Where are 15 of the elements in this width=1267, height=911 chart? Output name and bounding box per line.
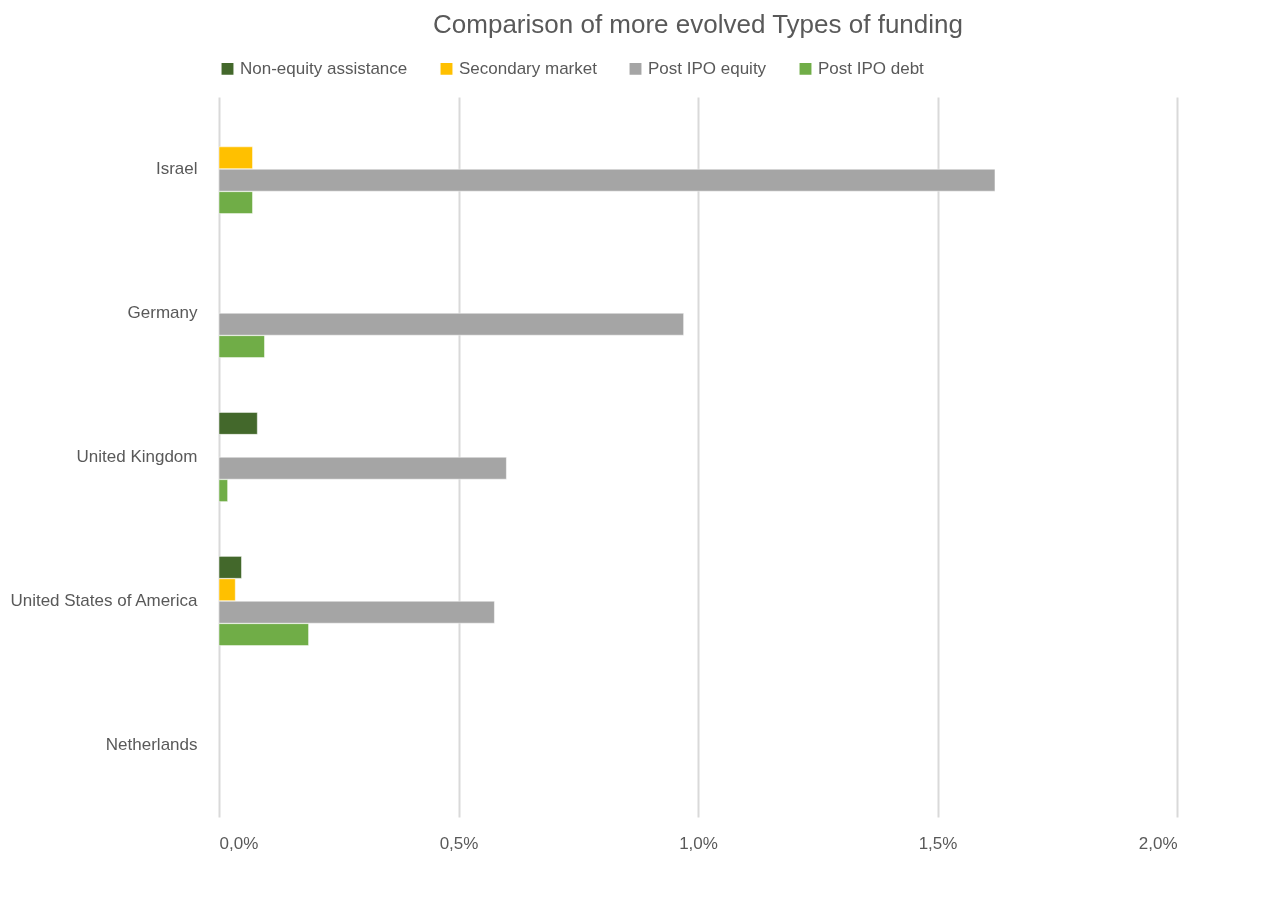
y-tick-label: Germany: [127, 303, 198, 322]
x-tick-label: 0,0%: [219, 833, 259, 853]
y-tick-label: United Kingdom: [76, 447, 198, 466]
x-tick-label: 0,5%: [439, 833, 479, 853]
y-tick-label: Netherlands: [105, 735, 198, 754]
x-tick-label: 1,0%: [679, 833, 718, 853]
legend-label: Secondary market: [459, 58, 598, 78]
chart-title: Comparison of more evolved Types of funding: [433, 9, 963, 39]
y-tick-label: Israel: [155, 159, 198, 178]
x-tick-label: 2,0%: [1138, 833, 1178, 853]
legend-label: Post IPO equity: [648, 58, 767, 78]
legend-label: Post IPO debt: [818, 58, 925, 78]
y-tick-label: United States of America: [10, 591, 199, 610]
legend-label: Non-equity assistance: [240, 58, 408, 78]
x-tick-label: 1,5%: [918, 833, 958, 853]
